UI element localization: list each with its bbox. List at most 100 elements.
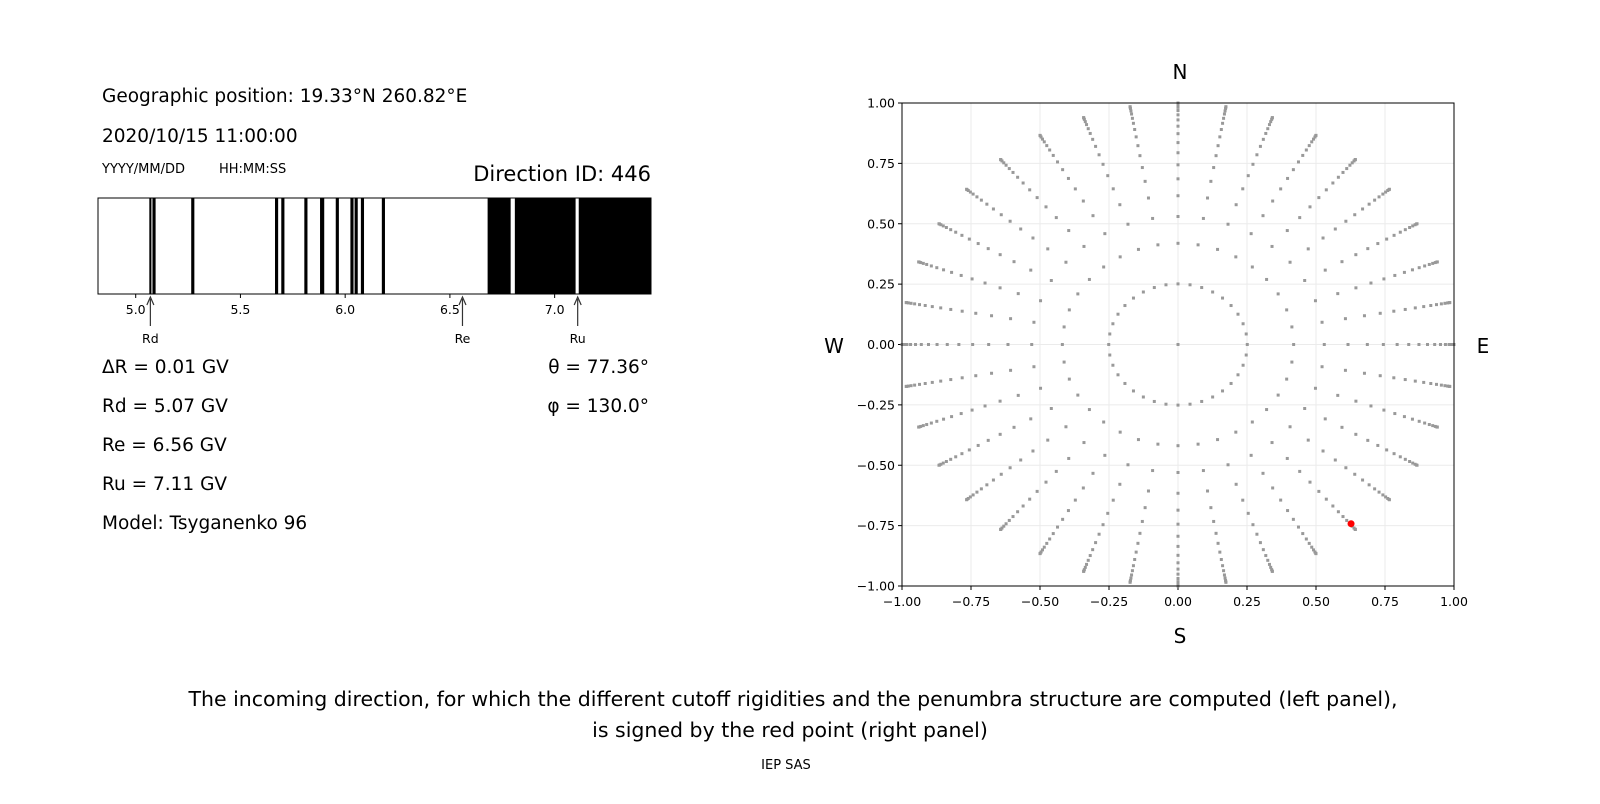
grid-point [1434,382,1438,386]
grid-point [1290,360,1294,364]
y-tick-label: −1.00 [857,579,895,594]
grid-point [1130,116,1134,120]
grid-point [1076,393,1080,397]
grid-point [1384,495,1388,499]
grid-point [1008,466,1012,470]
grid-point [1083,120,1087,124]
grid-point [1016,393,1020,397]
x-tick-label: 5.5 [230,302,250,317]
grid-point [1108,353,1112,357]
forbidden-band [381,198,385,294]
grid-point [1439,302,1443,306]
grid-point [1212,166,1216,170]
grid-point [1009,317,1013,321]
grid-point [1321,236,1325,240]
grid-point [1321,449,1325,453]
grid-point [1176,194,1180,198]
grid-point [1212,519,1216,523]
grid-point [1276,393,1280,397]
arrow-head-icon [573,295,582,306]
grid-point [1224,580,1228,584]
grid-point [1067,456,1071,460]
grid-point [1443,384,1447,388]
grid-point [1433,261,1437,265]
grid-point [1054,216,1058,220]
grid-point [1131,296,1135,300]
grid-point [975,195,979,199]
grid-point [1067,308,1071,312]
grid-point [976,242,980,246]
grid-point [1054,469,1058,473]
grid-point [925,262,929,266]
grid-point [1385,237,1389,241]
grid-point [1267,562,1271,566]
grid-point [1151,216,1155,220]
grid-point [1218,550,1222,554]
grid-point [1046,438,1050,442]
forbidden-band [487,198,511,294]
grid-point [1292,343,1296,346]
grid-point [1276,292,1280,296]
grid-point [1246,174,1250,178]
grid-point [1136,438,1140,442]
grid-point [1087,408,1091,412]
grid-point [918,303,922,307]
grid-point [1312,548,1316,552]
grid-point [1164,402,1168,406]
grid-point [976,443,980,447]
grid-point [937,222,941,226]
grid-point [1447,343,1451,346]
grid-point [1141,290,1145,294]
grid-point [1056,525,1060,529]
grid-point [1270,569,1274,573]
grid-point [917,425,921,429]
grid-point [1236,373,1240,377]
grid-point [1443,343,1447,346]
grid-point [917,260,921,264]
grid-point [1314,552,1318,556]
grid-point [1176,163,1180,167]
grid-point [1107,343,1111,346]
x-tick-label: 7.0 [545,302,565,317]
grid-point [939,379,943,383]
grid-point [987,343,991,346]
grid-point [1450,343,1454,346]
x-tick-label: 0.75 [1371,594,1399,609]
grid-point [1408,225,1412,229]
grid-point [1261,471,1265,475]
grid-point [1133,557,1137,561]
grid-point [960,233,964,237]
grid-point [930,380,934,384]
grid-point [1206,489,1210,493]
forbidden-band [149,198,152,294]
grid-point [1427,423,1431,427]
grid-point [950,415,954,419]
grid-point [1341,515,1345,519]
grid-point [1083,565,1087,569]
grid-point [1343,317,1347,321]
grid-point [1310,140,1314,144]
grid-point [1219,557,1223,561]
compass-north: N [1173,60,1188,84]
grid-point [1392,309,1396,313]
forbidden-band [360,198,365,294]
grid-point [929,264,933,268]
grid-point [1345,518,1349,522]
forbidden-band [320,198,325,294]
x-tick-label: 0.50 [1302,594,1330,609]
grid-point [1140,166,1144,170]
grid-point [906,384,910,388]
grid-point [1007,518,1011,522]
grid-point [909,384,913,388]
grid-point [998,253,1002,257]
grid-point [1009,368,1013,372]
grid-point [1111,187,1115,191]
grid-point [1387,187,1391,191]
grid-point [1136,144,1140,148]
grid-point [1392,376,1396,380]
grid-point [954,230,958,234]
grid-point [1271,199,1275,203]
grid-point [1307,541,1311,545]
grid-point [1051,532,1055,536]
grid-point [1056,160,1060,164]
